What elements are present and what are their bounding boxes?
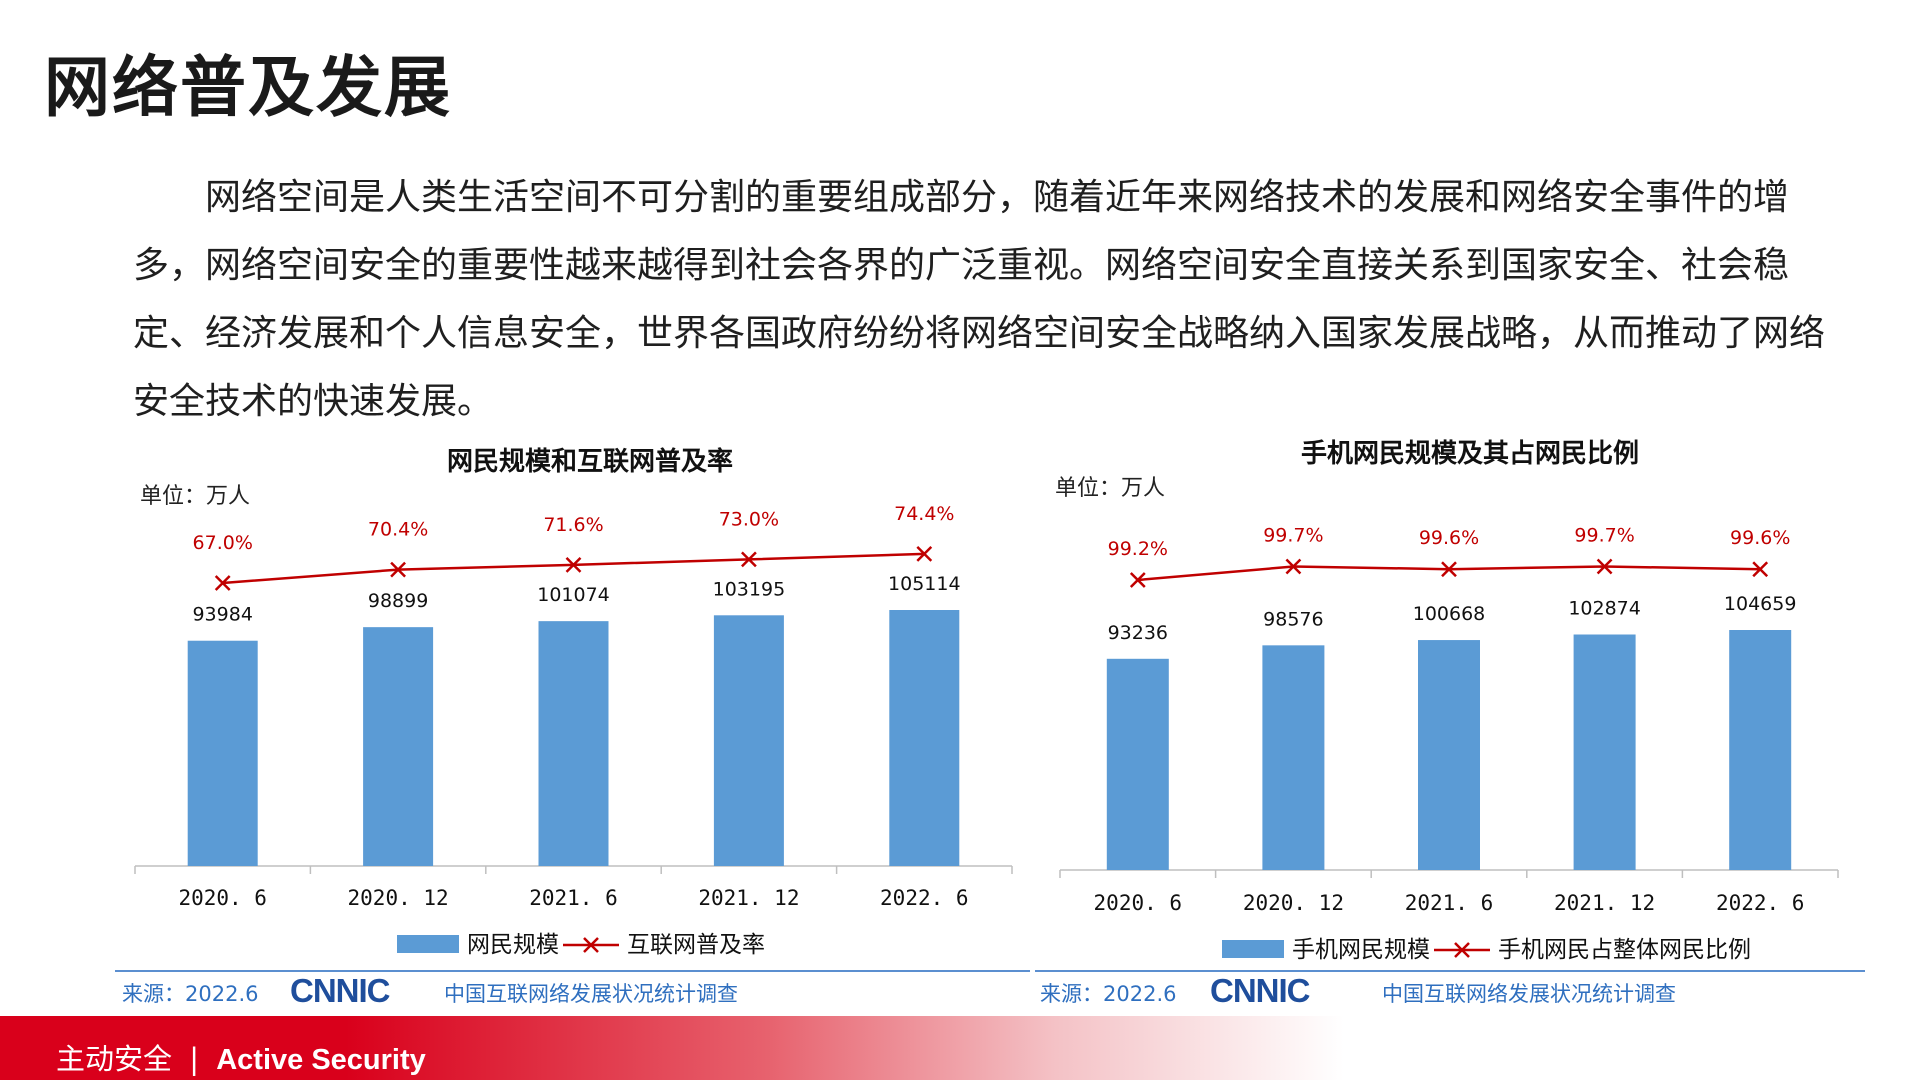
line-marker [214, 575, 231, 591]
source-row-right: 来源：2022.6 CNNIC 中国互联网络发展状况统计调查 [1040, 972, 1840, 1009]
line-marker [1129, 572, 1146, 588]
x-tick-label: 2021. 6 [529, 886, 618, 910]
bar [187, 640, 258, 866]
bar [1418, 640, 1480, 870]
bar [538, 621, 609, 866]
source-label: 来源：2022.6 [122, 982, 259, 1006]
legend-swatch-marker [583, 937, 599, 953]
cnnic-logo: CNNIC [290, 972, 390, 1009]
x-tick-label: 2020. 12 [348, 886, 449, 910]
x-tick-label: 2021. 6 [1405, 891, 1494, 915]
legend-label-line: 互联网普及率 [627, 932, 765, 958]
bar-value-label: 98576 [1263, 608, 1323, 630]
bar [1573, 634, 1636, 870]
chart-title: 网民规模和互联网普及率 [447, 446, 733, 477]
percent-label: 70.4% [368, 519, 428, 541]
bar [713, 615, 784, 866]
unit-label: 单位：万人 [140, 484, 250, 509]
line-marker [565, 557, 582, 573]
legend-swatch-bar [397, 935, 459, 953]
footer-slogan-cn: 主动安全 [56, 1042, 173, 1076]
page-title: 网络普及发展 [44, 49, 452, 126]
line-marker [1285, 558, 1302, 575]
line-marker [916, 545, 933, 562]
line-marker [390, 561, 406, 578]
percent-label: 99.2% [1108, 538, 1168, 560]
x-tick-label: 2020. 6 [1094, 891, 1183, 915]
bar [1262, 645, 1325, 870]
bar-value-label: 101074 [537, 584, 610, 606]
legend-label-bar: 手机网民规模 [1292, 937, 1430, 963]
line-marker [741, 551, 757, 568]
bar [1729, 630, 1792, 870]
legend-swatch-marker [1454, 942, 1470, 958]
source-row-left: 来源：2022.6 CNNIC 中国互联网络发展状况统计调查 [122, 972, 1022, 1009]
line-marker [1441, 561, 1457, 578]
bar-value-label: 104659 [1724, 593, 1797, 615]
x-tick-label: 2021. 12 [1554, 891, 1655, 915]
bar [363, 627, 434, 866]
percent-label: 99.6% [1419, 527, 1479, 549]
x-tick-label: 2022. 6 [880, 886, 969, 910]
percent-label: 99.6% [1730, 527, 1790, 549]
percent-label: 71.6% [543, 514, 603, 536]
legend-label-bar: 网民规模 [467, 932, 559, 958]
bar-value-label: 103195 [713, 578, 786, 600]
footer-slogan: 主动安全 | Active Security [56, 1036, 426, 1078]
footer-slogan-en: Active Security [216, 1044, 426, 1076]
bar-value-label: 98899 [368, 590, 428, 612]
legend-swatch-bar [1222, 940, 1284, 958]
percent-label: 99.7% [1263, 525, 1323, 547]
cnnic-logo: CNNIC [1210, 972, 1310, 1009]
source-description: 中国互联网络发展状况统计调查 [1382, 982, 1676, 1006]
bar-value-label: 102874 [1568, 598, 1641, 620]
intro-paragraph: 网络空间是人类生活空间不可分割的重要组成部分，随着近年来网络技术的发展和网络安全… [133, 177, 1826, 422]
source-label: 来源：2022.6 [1040, 982, 1177, 1006]
legend-label-line: 手机网民占整体网民比例 [1498, 937, 1751, 963]
percent-label: 99.7% [1574, 525, 1634, 547]
line-marker [1752, 561, 1769, 578]
x-tick-label: 2021. 12 [698, 886, 799, 910]
line-marker [1596, 558, 1613, 575]
percent-label: 67.0% [193, 532, 253, 554]
x-tick-label: 2022. 6 [1716, 891, 1805, 915]
source-divider [115, 970, 1030, 972]
bar [1106, 658, 1169, 870]
chart-title: 手机网民规模及其占网民比例 [1301, 439, 1639, 469]
bar-value-label: 100668 [1413, 603, 1486, 625]
x-tick-label: 2020. 12 [1243, 891, 1344, 915]
percent-label: 73.0% [719, 508, 779, 530]
percent-label: 74.4% [894, 503, 954, 525]
x-tick-label: 2020. 6 [178, 886, 267, 910]
footer-separator: | [189, 1042, 200, 1076]
footer-band [0, 1016, 1920, 1080]
line-series [222, 552, 925, 585]
bar-value-label: 93236 [1108, 622, 1168, 644]
bar-value-label: 93984 [192, 604, 252, 626]
source-divider [1035, 970, 1865, 972]
bar [889, 610, 960, 866]
bar-value-label: 105114 [888, 573, 961, 595]
unit-label: 单位：万人 [1055, 476, 1165, 501]
source-description: 中国互联网络发展状况统计调查 [444, 982, 738, 1006]
